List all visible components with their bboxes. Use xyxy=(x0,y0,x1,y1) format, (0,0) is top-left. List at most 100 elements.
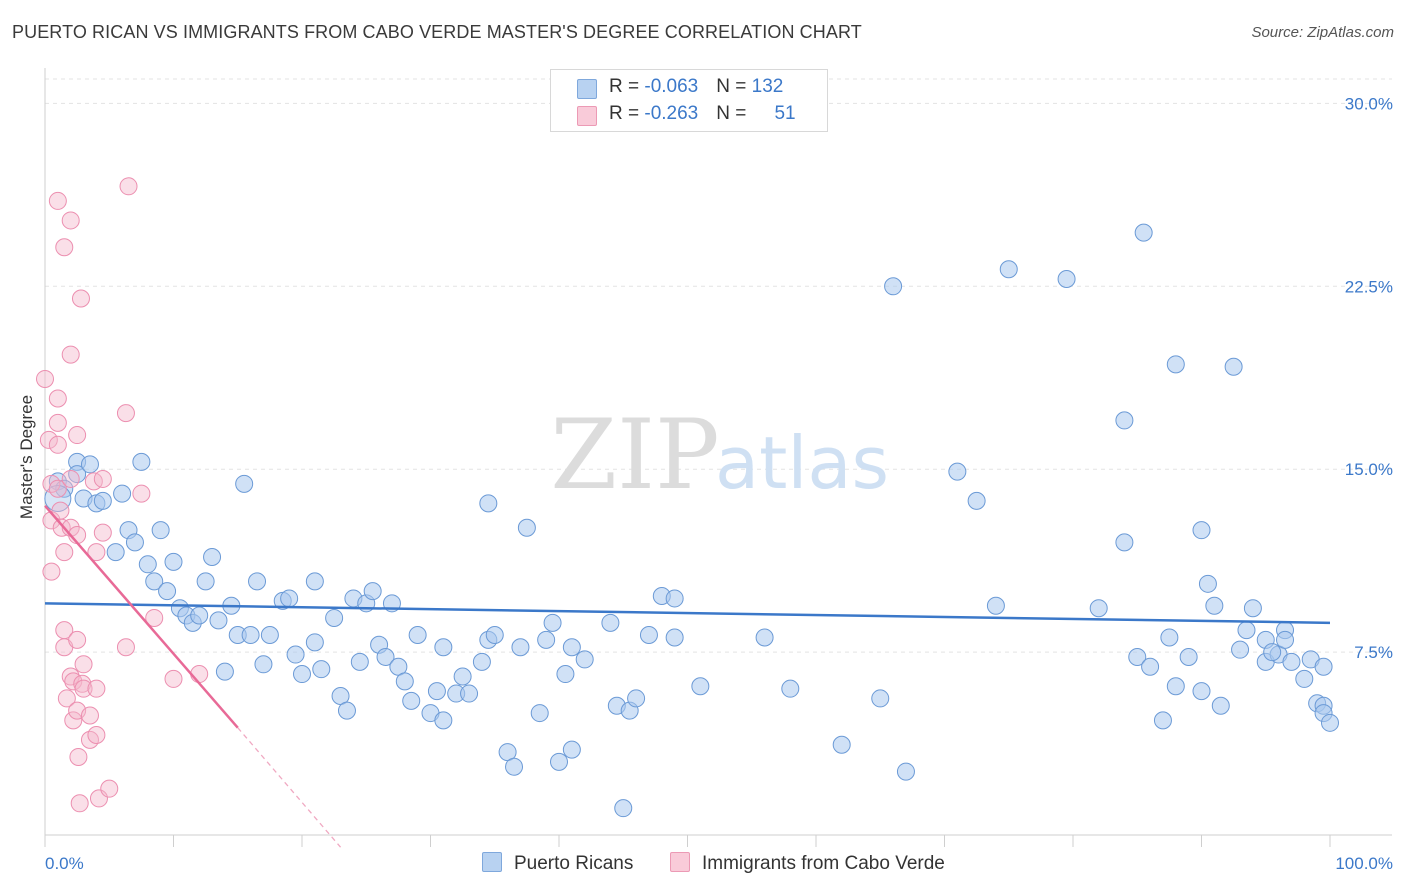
data-point-cabo-verde xyxy=(119,177,138,196)
legend-r-value: -0.263 xyxy=(644,103,699,124)
chart-title: PUERTO RICAN VS IMMIGRANTS FROM CABO VER… xyxy=(12,22,862,42)
data-point-cabo-verde xyxy=(70,794,89,813)
data-point-puerto-ricans xyxy=(530,704,549,723)
gridlines xyxy=(45,78,1392,653)
legend-swatch-blue xyxy=(482,852,502,872)
data-point-puerto-ricans xyxy=(871,689,890,708)
data-point-puerto-ricans xyxy=(1141,657,1160,676)
data-point-puerto-ricans xyxy=(158,582,177,601)
data-point-puerto-ricans xyxy=(665,628,684,647)
data-point-puerto-ricans xyxy=(485,626,504,645)
data-point-puerto-ricans xyxy=(575,650,594,669)
data-point-puerto-ricans xyxy=(80,455,99,474)
data-point-puerto-ricans xyxy=(1198,574,1217,593)
data-point-puerto-ricans xyxy=(305,572,324,591)
data-point-cabo-verde xyxy=(100,779,119,798)
watermark-atlas: atlas xyxy=(715,421,889,505)
legend-row-cabo-verde: R = -0.263 N = 51 xyxy=(577,103,796,127)
data-point-puerto-ricans xyxy=(241,626,260,645)
x-tick-label-max: 100.0% xyxy=(1335,854,1393,873)
data-point-puerto-ricans xyxy=(325,608,344,627)
data-point-puerto-ricans xyxy=(260,626,279,645)
data-point-puerto-ricans xyxy=(1295,669,1314,688)
data-point-cabo-verde xyxy=(69,747,88,766)
data-point-cabo-verde xyxy=(145,608,164,627)
data-point-puerto-ricans xyxy=(151,521,170,540)
data-point-puerto-ricans xyxy=(986,596,1005,615)
axis-labels: 7.5% 15.0% 22.5% 30.0% 0.0% 100.0% Master's De… xyxy=(17,94,1393,873)
data-point-cabo-verde xyxy=(93,523,112,542)
data-point-puerto-ricans xyxy=(248,572,267,591)
data-point-cabo-verde xyxy=(48,191,67,210)
x-tick-label-min: 0.0% xyxy=(45,854,84,873)
y-tick-label: 15.0% xyxy=(1345,460,1393,479)
legend-swatch-pink xyxy=(577,106,597,126)
data-point-puerto-ricans xyxy=(1128,647,1147,666)
data-point-cabo-verde xyxy=(36,369,54,388)
data-point-puerto-ricans xyxy=(376,647,395,666)
data-point-cabo-verde xyxy=(55,543,74,562)
data-point-puerto-ricans xyxy=(402,691,421,710)
data-point-puerto-ricans xyxy=(1134,223,1153,242)
data-point-puerto-ricans xyxy=(1211,696,1230,715)
data-point-puerto-ricans xyxy=(755,628,774,647)
data-point-puerto-ricans xyxy=(132,452,151,471)
data-point-puerto-ricans xyxy=(1276,630,1295,649)
data-point-cabo-verde xyxy=(71,289,90,308)
data-point-puerto-ricans xyxy=(505,757,524,776)
legend-r-value: -0.063 xyxy=(644,76,699,97)
data-point-puerto-ricans xyxy=(537,630,556,649)
data-point-cabo-verde xyxy=(48,479,67,498)
axes xyxy=(44,68,1392,847)
data-point-puerto-ricans xyxy=(113,484,132,503)
data-point-cabo-verde xyxy=(68,630,87,649)
data-point-puerto-ricans xyxy=(562,740,581,759)
data-point-cabo-verde xyxy=(48,435,67,454)
data-point-puerto-ricans xyxy=(691,677,710,696)
data-point-puerto-ricans xyxy=(305,633,324,652)
y-tick-label: 22.5% xyxy=(1345,277,1393,296)
legend-label-cabo-verde: Immigrants from Cabo Verde xyxy=(702,853,945,874)
data-point-puerto-ricans xyxy=(896,762,915,781)
data-point-puerto-ricans xyxy=(479,494,498,513)
data-point-puerto-ricans xyxy=(145,572,164,591)
data-point-puerto-ricans xyxy=(427,682,446,701)
data-point-cabo-verde xyxy=(39,430,58,449)
y-tick-label: 30.0% xyxy=(1345,94,1393,113)
data-point-puerto-ricans xyxy=(125,533,144,552)
legend-r-label: R = xyxy=(609,76,645,97)
data-point-puerto-ricans xyxy=(1237,621,1256,640)
series-puerto-ricans xyxy=(44,223,1339,818)
data-point-cabo-verde xyxy=(68,426,87,445)
y-tick-label: 7.5% xyxy=(1354,643,1393,662)
data-point-puerto-ricans xyxy=(203,547,222,566)
data-point-puerto-ricans xyxy=(434,638,453,657)
data-point-puerto-ricans xyxy=(562,638,581,657)
data-point-cabo-verde xyxy=(55,238,74,257)
data-point-puerto-ricans xyxy=(832,735,851,754)
data-point-puerto-ricans xyxy=(1314,657,1333,676)
trend-line-cabo-verde-extrapolated xyxy=(237,727,342,848)
data-point-puerto-ricans xyxy=(293,665,311,684)
data-point-puerto-ricans xyxy=(1192,682,1211,701)
data-point-cabo-verde xyxy=(42,562,61,581)
data-point-puerto-ricans xyxy=(1205,596,1224,615)
data-point-puerto-ricans xyxy=(434,711,453,730)
data-point-puerto-ricans xyxy=(209,611,228,630)
data-point-puerto-ricans xyxy=(665,589,684,608)
data-point-puerto-ricans xyxy=(543,613,562,632)
legend-item-cabo-verde: Immigrants from Cabo Verde xyxy=(670,852,945,875)
data-point-cabo-verde xyxy=(87,543,106,562)
legend-n-label: N = xyxy=(716,76,752,97)
data-point-puerto-ricans xyxy=(1321,713,1339,732)
data-point-puerto-ricans xyxy=(1192,521,1211,540)
legend-n-value: 132 xyxy=(751,76,784,97)
data-point-puerto-ricans xyxy=(627,689,646,708)
data-point-cabo-verde xyxy=(48,389,67,408)
data-point-puerto-ricans xyxy=(884,277,903,296)
data-point-puerto-ricans xyxy=(614,799,633,818)
data-point-puerto-ricans xyxy=(517,518,536,537)
data-point-puerto-ricans xyxy=(1282,652,1301,671)
data-point-puerto-ricans xyxy=(312,660,331,679)
data-point-puerto-ricans xyxy=(337,701,356,720)
